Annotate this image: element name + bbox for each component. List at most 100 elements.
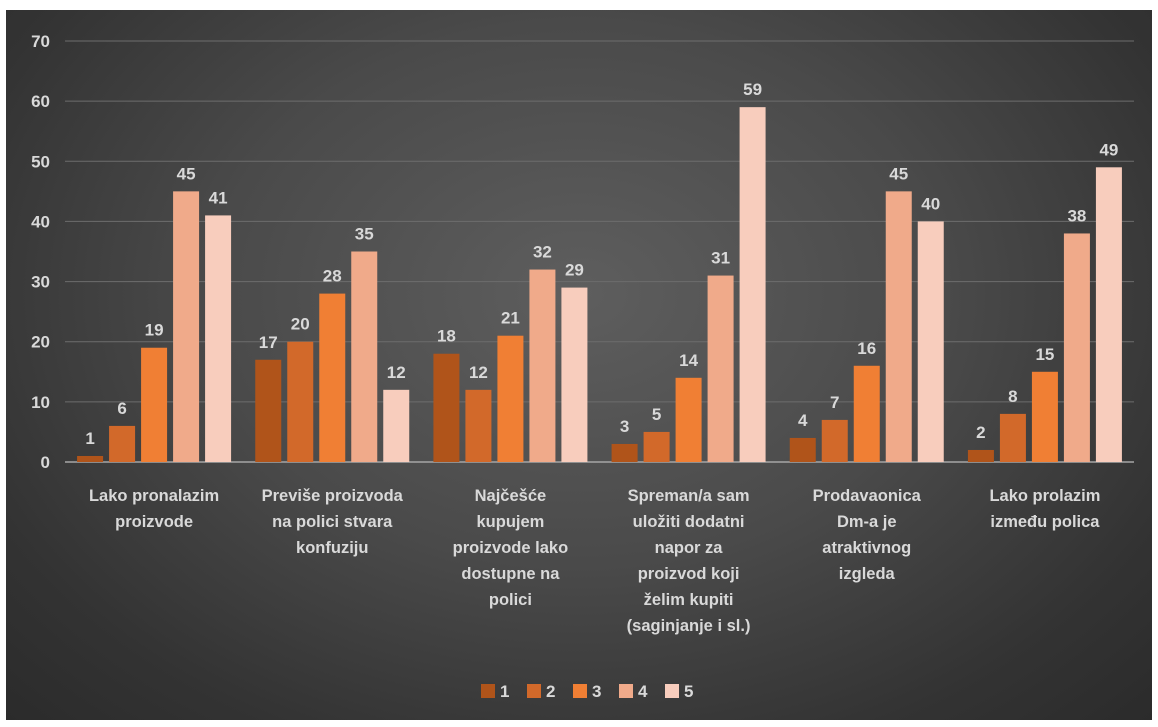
x-category-label: Dm-a je: [837, 513, 897, 531]
bar-series-1: [967, 449, 994, 462]
x-category-label: proizvod koji: [638, 565, 740, 583]
x-category-label: između polica: [990, 513, 1100, 531]
legend-swatch-5: [665, 684, 679, 698]
y-tick-label: 60: [31, 92, 50, 111]
data-label: 28: [323, 267, 342, 286]
x-category-label: uložiti dodatni: [633, 513, 745, 531]
data-label: 29: [565, 261, 584, 280]
bar-series-2: [287, 341, 314, 462]
data-label: 32: [533, 243, 552, 262]
y-tick-label: 30: [31, 273, 50, 292]
bar-series-2: [643, 431, 670, 462]
data-label: 45: [177, 164, 196, 183]
data-label: 14: [679, 351, 698, 370]
bar-series-3: [1031, 371, 1058, 462]
bar-series-5: [917, 221, 944, 462]
x-category-label: Previše proizvoda: [262, 487, 404, 505]
data-label: 1: [85, 429, 94, 448]
legend-swatch-3: [573, 684, 587, 698]
x-category-label: proizvode lako: [453, 539, 569, 557]
data-label: 21: [501, 309, 520, 328]
data-label: 8: [1008, 387, 1017, 406]
legend-swatch-1: [481, 684, 495, 698]
bar-series-3: [497, 335, 524, 462]
bar-series-4: [885, 191, 912, 462]
bar-series-5: [205, 215, 232, 462]
bar-series-4: [529, 269, 556, 462]
bar-series-2: [821, 419, 848, 462]
data-label: 49: [1099, 140, 1118, 159]
x-category-label: Lako prolazim: [989, 487, 1100, 505]
data-label: 45: [889, 164, 908, 183]
bar-series-2: [999, 413, 1026, 462]
x-category-label: izgleda: [839, 565, 896, 583]
data-label: 18: [437, 327, 456, 346]
bar-series-2: [109, 425, 136, 462]
data-label: 40: [921, 194, 940, 213]
x-category-label: atraktivnog: [822, 539, 911, 557]
chart-area: 0 10 20 30 40 50 60 70 1 6 19 45 41 Lako pronalazim pr…: [6, 10, 1152, 720]
x-category-label: Spreman/a sam: [628, 487, 750, 505]
legend-entry-4: 4: [638, 682, 648, 701]
y-tick-label: 20: [31, 333, 50, 352]
y-tick-label: 50: [31, 152, 50, 171]
x-category-label: napor za: [655, 539, 724, 557]
bar-series-5: [561, 287, 588, 462]
bar-series-3: [319, 293, 346, 462]
x-category-label: Najčešće: [475, 487, 547, 505]
x-category-label: polici: [489, 591, 532, 609]
x-category-label: kupujem: [476, 513, 544, 531]
x-category-label: Prodavaonica: [813, 487, 922, 505]
bar-series-3: [141, 347, 168, 462]
y-tick-label: 40: [31, 212, 50, 231]
data-label: 59: [743, 80, 762, 99]
y-tick-label: 70: [31, 32, 50, 51]
data-label: 12: [387, 363, 406, 382]
bar-series-4: [1063, 233, 1090, 462]
bar-series-4: [351, 251, 378, 462]
bar-series-1: [789, 437, 816, 462]
data-label: 15: [1035, 345, 1054, 364]
legend-entry-5: 5: [684, 682, 693, 701]
legend-entry-2: 2: [546, 682, 555, 701]
data-label: 31: [711, 249, 730, 268]
data-label: 17: [259, 333, 278, 352]
legend-entry-3: 3: [592, 682, 601, 701]
bar-series-1: [77, 455, 104, 462]
legend-swatch-4: [619, 684, 633, 698]
data-label: 5: [652, 405, 661, 424]
data-label: 35: [355, 225, 374, 244]
y-tick-label: 10: [31, 393, 50, 412]
data-label: 16: [857, 339, 876, 358]
data-label: 6: [117, 399, 126, 418]
x-category-label: na polici stvara: [272, 513, 393, 531]
y-tick-label: 0: [41, 453, 50, 472]
x-category-label: konfuziju: [296, 539, 368, 557]
data-label: 38: [1067, 206, 1086, 225]
data-label: 3: [620, 417, 629, 436]
bar-series-4: [173, 191, 200, 462]
bar-series-1: [433, 353, 460, 462]
bar-series-5: [1095, 167, 1122, 463]
bar-series-5: [383, 389, 410, 462]
data-label: 7: [830, 393, 839, 412]
data-label: 4: [798, 411, 808, 430]
bar-series-2: [465, 389, 492, 462]
data-label: 19: [145, 321, 164, 340]
bar-series-3: [675, 377, 702, 462]
legend-entry-1: 1: [500, 682, 509, 701]
data-label: 12: [469, 363, 488, 382]
bar-series-5: [739, 107, 766, 463]
bar-series-4: [707, 275, 734, 462]
bar-series-1: [255, 359, 282, 462]
x-category-label: želim kupiti: [644, 591, 734, 609]
legend-swatch-2: [527, 684, 541, 698]
x-category-label: (saginjanje i sl.): [627, 617, 751, 635]
data-label: 20: [291, 315, 310, 334]
data-label: 41: [209, 188, 228, 207]
x-category-label: proizvode: [115, 513, 193, 531]
x-category-label: Lako pronalazim: [89, 487, 219, 505]
bar-series-3: [853, 365, 880, 462]
bar-series-1: [611, 443, 638, 462]
